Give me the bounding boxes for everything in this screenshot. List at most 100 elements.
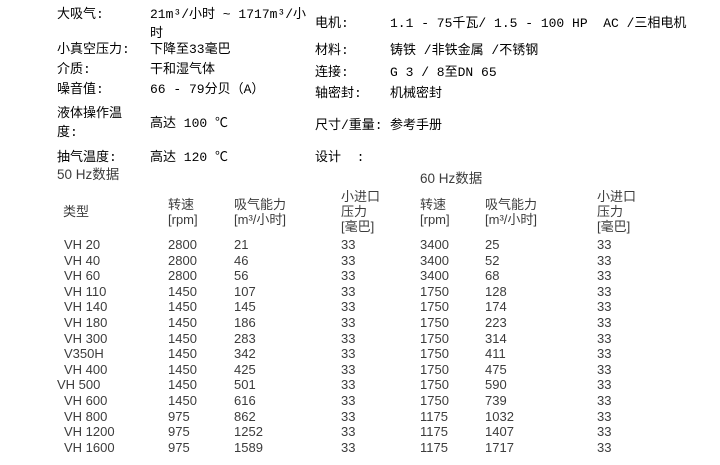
cell-capacity-50hz: 501 [234, 377, 256, 393]
cell-capacity-60hz: 1407 [485, 424, 514, 440]
cell-rpm-60hz: 1750 [420, 314, 449, 330]
cell-pressure-60hz: 33 [597, 299, 612, 315]
cell-capacity-60hz: 739 [485, 392, 507, 408]
cell-rpm-50hz: 1450 [168, 330, 197, 346]
cell-pressure-60hz: 33 [597, 424, 612, 440]
cell-type: VH 60 [64, 268, 101, 284]
spec-row-medium: 介质: 干和湿气体 [57, 60, 315, 79]
table-row: VH 500 1450 501 33 1750 590 33 [0, 377, 720, 393]
cell-pressure-50hz: 33 [341, 330, 356, 346]
spec-value: G 3 / 8至DN 65 [390, 65, 497, 80]
cell-type: VH 1600 [64, 439, 115, 455]
cell-rpm-50hz: 975 [168, 439, 190, 455]
cell-rpm-60hz: 1750 [420, 361, 449, 377]
spec-row-design: 设计 : [315, 148, 720, 167]
cell-capacity-60hz: 128 [485, 283, 507, 299]
spec-label: 噪音值: [57, 82, 104, 97]
cell-rpm-60hz: 1750 [420, 377, 449, 393]
cell-capacity-50hz: 342 [234, 346, 256, 362]
cell-rpm-50hz: 1450 [168, 283, 197, 299]
cell-pressure-60hz: 33 [597, 237, 612, 252]
spec-label: 轴密封: [315, 86, 362, 101]
spec-value: 参考手册 [390, 118, 443, 133]
cell-pressure-50hz: 33 [341, 392, 356, 408]
table-row: VH 110 1450 107 33 1750 128 33 [0, 284, 720, 300]
cell-capacity-60hz: 1717 [485, 439, 514, 455]
cell-rpm-50hz: 1450 [168, 299, 197, 315]
table-row: VH 140 1450 145 33 1750 174 33 [0, 299, 720, 315]
cell-capacity-50hz: 862 [234, 408, 256, 424]
cell-pressure-50hz: 33 [341, 237, 356, 252]
cell-rpm-50hz: 1450 [168, 346, 197, 362]
cell-pressure-60hz: 33 [597, 439, 612, 455]
column-header-rpm-60hz: 转速 [rpm] [420, 196, 450, 227]
spec-label: 小真空压力: [57, 42, 130, 57]
spec-label: 液体操作温 度: [57, 106, 123, 140]
cell-pressure-50hz: 33 [341, 408, 356, 424]
cell-pressure-50hz: 33 [341, 439, 356, 455]
cell-rpm-60hz: 3400 [420, 237, 449, 252]
spec-row-gas-temp: 抽气温度: 高达 120 ℃ [57, 148, 315, 167]
table-row: VH 40 2800 46 33 3400 52 33 [0, 253, 720, 269]
cell-capacity-60hz: 223 [485, 314, 507, 330]
cell-capacity-60hz: 475 [485, 361, 507, 377]
cell-rpm-50hz: 1450 [168, 377, 197, 393]
cell-pressure-60hz: 33 [597, 283, 612, 299]
cell-pressure-60hz: 33 [597, 314, 612, 330]
table-row: VH 600 1450 616 33 1750 739 33 [0, 393, 720, 409]
table-row: VH 400 1450 425 33 1750 475 33 [0, 362, 720, 378]
table-header-row: 类型 转速 [rpm] 吸气能力 [m³/小时] 小进口 压力 [毫巴] 转速 … [0, 188, 720, 235]
spec-value: 66 - 79分贝（A） [150, 82, 265, 97]
column-header-pressure-50hz: 小进口 压力 [毫巴] [341, 189, 381, 234]
table-row: VH 800 975 862 33 1175 1032 33 [0, 409, 720, 425]
cell-rpm-60hz: 1750 [420, 330, 449, 346]
cell-rpm-50hz: 2800 [168, 237, 197, 252]
cell-capacity-50hz: 56 [234, 268, 249, 284]
cell-capacity-60hz: 1032 [485, 408, 514, 424]
spec-value: 机械密封 [390, 86, 443, 101]
spec-label: 抽气温度: [57, 150, 117, 165]
cell-rpm-50hz: 1450 [168, 392, 197, 408]
cell-pressure-60hz: 33 [597, 252, 612, 268]
cell-pressure-60hz: 33 [597, 346, 612, 362]
table-row: VH 20 2800 21 33 3400 25 33 [0, 237, 720, 253]
cell-capacity-60hz: 411 [485, 346, 506, 362]
cell-pressure-50hz: 33 [341, 252, 356, 268]
cell-capacity-50hz: 186 [234, 314, 256, 330]
spec-row-min-vacuum: 小真空压力: 下降至33毫巴 [57, 40, 315, 59]
cell-pressure-50hz: 33 [341, 299, 356, 315]
spec-value: 1.1 - 75千瓦/ 1.5 - 100 HP AC /三相电机 [390, 16, 687, 31]
cell-type: V350H [64, 346, 104, 362]
cell-capacity-60hz: 68 [485, 268, 500, 284]
cell-capacity-60hz: 174 [485, 299, 507, 315]
table-row: VH 180 1450 186 33 1750 223 33 [0, 315, 720, 331]
cell-rpm-50hz: 975 [168, 408, 190, 424]
spec-row-connection: 连接: G 3 / 8至DN 65 [315, 63, 720, 82]
cell-rpm-60hz: 1175 [420, 424, 448, 440]
cell-pressure-50hz: 33 [341, 283, 356, 299]
cell-capacity-50hz: 616 [234, 392, 256, 408]
cell-rpm-60hz: 3400 [420, 252, 449, 268]
cell-pressure-60hz: 33 [597, 392, 612, 408]
cell-capacity-60hz: 590 [485, 377, 507, 393]
table-row: V350H 1450 342 33 1750 411 33 [0, 346, 720, 362]
cell-pressure-60hz: 33 [597, 408, 612, 424]
cell-type: VH 1200 [64, 424, 115, 440]
spec-label: 尺寸/重量: [315, 118, 383, 133]
column-header-capacity-50hz: 吸气能力 [m³/小时] [234, 196, 287, 227]
spec-label: 设计 : [315, 150, 365, 165]
cell-rpm-60hz: 1175 [420, 439, 448, 455]
table-row: VH 300 1450 283 33 1750 314 33 [0, 331, 720, 347]
cell-pressure-50hz: 33 [341, 377, 356, 393]
cell-type: VH 180 [64, 314, 108, 330]
column-header-capacity-60hz: 吸气能力 [m³/小时] [485, 196, 538, 227]
column-header-pressure-60hz: 小进口 压力 [毫巴] [597, 189, 637, 234]
cell-type: VH 140 [64, 299, 108, 315]
section-title-50hz: 50 Hz数据 [57, 167, 120, 182]
table-row: VH 60 2800 56 33 3400 68 33 [0, 268, 720, 284]
spec-row-motor: 电机: 1.1 - 75千瓦/ 1.5 - 100 HP AC /三相电机 [315, 14, 720, 33]
cell-type: VH 40 [64, 252, 101, 268]
cell-type: VH 300 [64, 330, 108, 346]
cell-capacity-50hz: 1589 [234, 439, 263, 455]
cell-rpm-60hz: 1750 [420, 299, 449, 315]
